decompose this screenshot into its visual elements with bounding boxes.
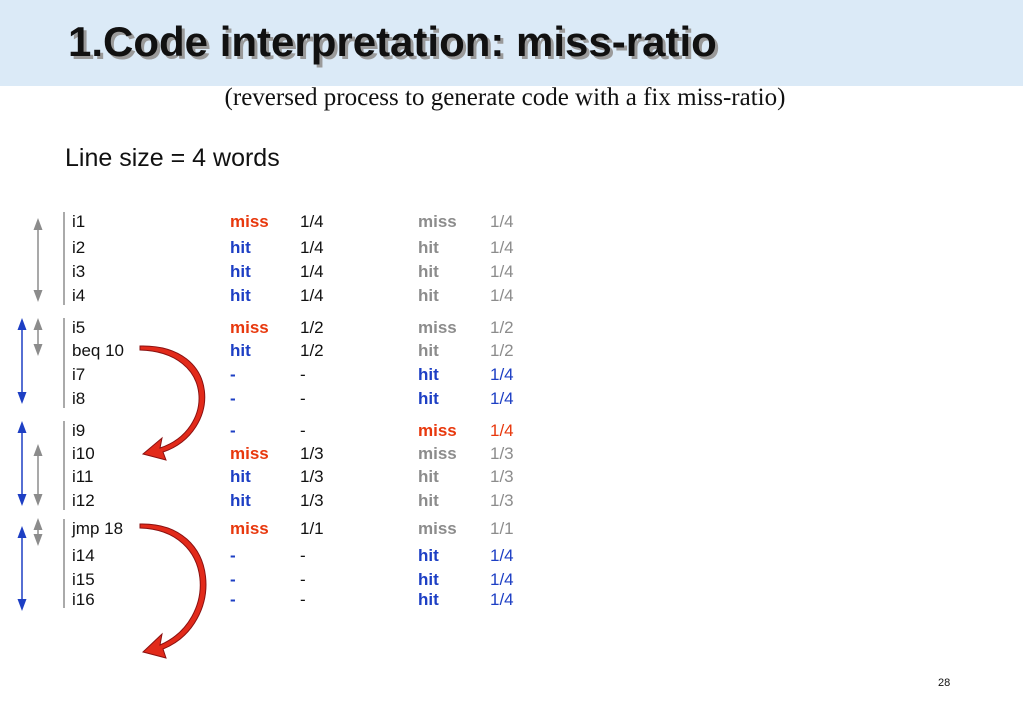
status: hit — [418, 262, 439, 281]
ratio: 1/4 — [490, 546, 514, 565]
instruction: i4 — [72, 286, 86, 305]
ratio: - — [300, 570, 306, 589]
ratio: 1/4 — [490, 238, 514, 257]
ratio: 1/4 — [300, 238, 324, 257]
status: miss — [418, 421, 457, 440]
status: - — [230, 570, 236, 589]
instruction: i15 — [72, 570, 95, 589]
instruction: i7 — [72, 365, 86, 384]
status: hit — [418, 590, 439, 609]
status: hit — [418, 546, 439, 565]
instruction: i16 — [72, 590, 95, 609]
instruction: i11 — [72, 467, 94, 486]
ratio: 1/4 — [490, 590, 514, 609]
ratio: 1/4 — [490, 570, 514, 589]
instruction: i2 — [72, 238, 86, 257]
status: hit — [418, 238, 439, 257]
instruction: i8 — [72, 389, 86, 408]
status: hit — [418, 341, 439, 360]
status: hit — [418, 389, 439, 408]
ratio: 1/4 — [490, 212, 514, 231]
status: hit — [418, 467, 439, 486]
instruction: jmp 18 — [72, 519, 124, 538]
status: - — [230, 365, 236, 384]
ratio: 1/2 — [490, 341, 514, 360]
status: miss — [230, 318, 269, 337]
instruction: beq 10 — [72, 341, 124, 360]
instruction: i9 — [72, 421, 86, 440]
ratio: 1/4 — [490, 389, 514, 408]
instruction: i14 — [72, 546, 95, 565]
ratio: 1/2 — [300, 341, 324, 360]
status: hit — [418, 491, 439, 510]
status: hit — [230, 286, 251, 305]
ratio: 1/4 — [490, 421, 514, 440]
status: miss — [418, 444, 457, 463]
instruction: i5 — [72, 318, 86, 337]
status: - — [230, 546, 236, 565]
status: - — [230, 389, 236, 408]
instruction: i1 — [72, 212, 86, 231]
status: hit — [230, 238, 251, 257]
page-number: 28 — [938, 677, 951, 689]
ratio: - — [300, 389, 306, 408]
ratio: 1/3 — [490, 491, 514, 510]
ratio: 1/3 — [300, 467, 324, 486]
status: - — [230, 421, 236, 440]
title: 1.Code interpretation: miss-ratio — [68, 18, 717, 65]
status: miss — [230, 519, 269, 538]
ratio: - — [300, 590, 306, 609]
status: hit — [230, 467, 251, 486]
ratio: 1/4 — [300, 212, 324, 231]
instruction: i12 — [72, 491, 95, 510]
status: miss — [418, 212, 457, 231]
ratio: 1/3 — [300, 491, 324, 510]
ratio: 1/1 — [490, 519, 514, 538]
line-size: Line size = 4 words — [65, 144, 280, 172]
ratio: 1/4 — [300, 262, 324, 281]
ratio: 1/3 — [490, 467, 514, 486]
ratio: 1/4 — [490, 365, 514, 384]
ratio: - — [300, 365, 306, 384]
ratio: 1/2 — [300, 318, 324, 337]
ratio: - — [300, 421, 306, 440]
status: hit — [418, 570, 439, 589]
status: miss — [418, 519, 457, 538]
jump-arrows — [139, 345, 207, 659]
status: hit — [230, 262, 251, 281]
header-band — [0, 0, 1023, 86]
status: hit — [230, 491, 251, 510]
status: miss — [230, 212, 269, 231]
ratio: 1/3 — [300, 444, 324, 463]
ratio: 1/1 — [300, 519, 324, 538]
ratio: 1/4 — [490, 286, 514, 305]
status: hit — [418, 365, 439, 384]
status: - — [230, 590, 236, 609]
instruction: i3 — [72, 262, 86, 281]
ratio: - — [300, 546, 306, 565]
ratio: 1/2 — [490, 318, 514, 337]
status: hit — [230, 341, 251, 360]
subtitle: (reversed process to generate code with … — [224, 84, 786, 111]
instruction: i10 — [72, 444, 95, 463]
status: hit — [418, 286, 439, 305]
status: miss — [230, 444, 269, 463]
status: miss — [418, 318, 457, 337]
ratio: 1/3 — [490, 444, 514, 463]
ratio: 1/4 — [300, 286, 324, 305]
ratio: 1/4 — [490, 262, 514, 281]
